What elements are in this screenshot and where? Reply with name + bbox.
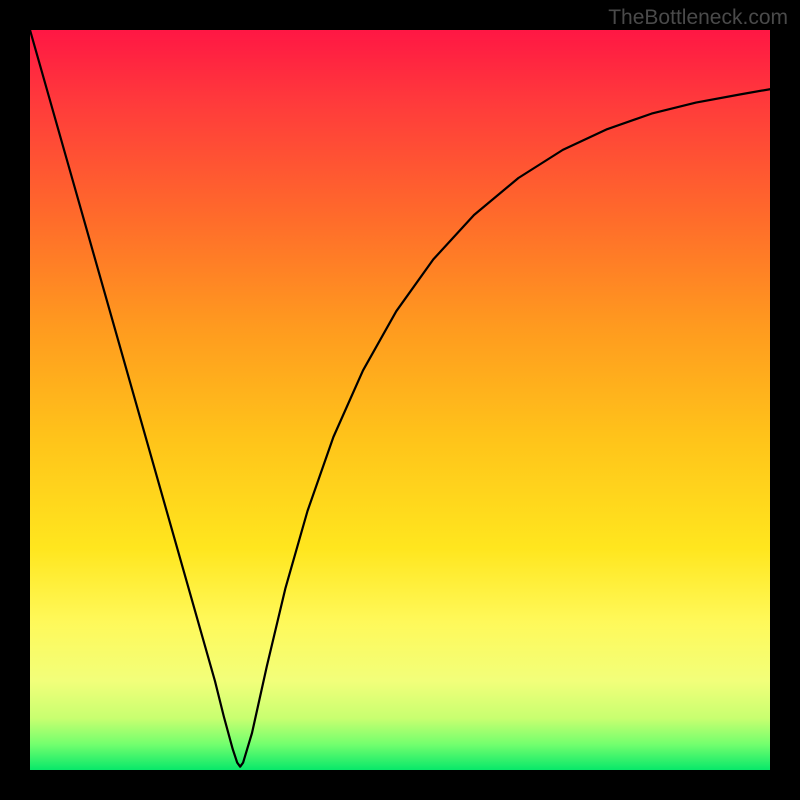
chart-container: TheBottleneck.com — [0, 0, 800, 800]
plot-area — [30, 30, 770, 770]
plot-svg — [30, 30, 770, 770]
gradient-background — [30, 30, 770, 770]
attribution-label: TheBottleneck.com — [608, 6, 788, 30]
